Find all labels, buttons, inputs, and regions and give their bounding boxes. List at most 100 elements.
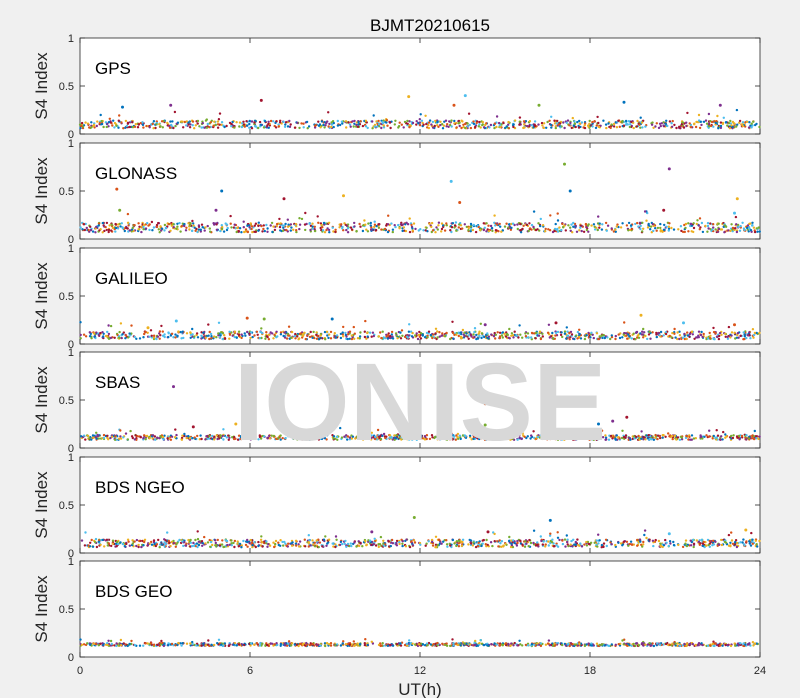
scatter-point bbox=[401, 223, 404, 226]
scatter-point bbox=[374, 228, 378, 232]
scatter-point bbox=[559, 333, 563, 337]
scatter-point bbox=[754, 539, 757, 542]
scatter-point bbox=[505, 222, 508, 225]
scatter-point bbox=[205, 118, 208, 121]
scatter-point bbox=[368, 437, 371, 440]
scatter-point bbox=[298, 545, 301, 548]
scatter-point bbox=[361, 124, 365, 128]
scatter-point bbox=[540, 539, 543, 543]
scatter-point bbox=[246, 540, 249, 544]
scatter-point bbox=[254, 545, 257, 549]
scatter-point bbox=[379, 331, 382, 334]
scatter-point bbox=[105, 221, 109, 225]
scatter-point bbox=[123, 229, 127, 233]
scatter-point bbox=[643, 533, 646, 537]
scatter-point bbox=[192, 222, 195, 225]
scatter-point bbox=[169, 544, 172, 548]
scatter-point bbox=[122, 127, 125, 130]
scatter-point bbox=[621, 121, 624, 124]
scatter-point bbox=[341, 331, 344, 334]
scatter-point bbox=[566, 334, 570, 337]
scatter-point bbox=[726, 337, 730, 340]
scatter-point bbox=[466, 125, 470, 128]
scatter-point bbox=[385, 224, 388, 227]
scatter-point bbox=[692, 545, 695, 549]
scatter-point bbox=[187, 538, 190, 542]
scatter-point bbox=[745, 226, 749, 230]
y-tick-label: 0 bbox=[68, 129, 74, 141]
scatter-point bbox=[236, 542, 239, 545]
scatter-point bbox=[191, 335, 194, 338]
scatter-point bbox=[402, 226, 406, 229]
scatter-point bbox=[214, 541, 217, 545]
scatter-point bbox=[79, 126, 82, 130]
scatter-point bbox=[395, 434, 398, 437]
scatter-point bbox=[554, 334, 557, 337]
scatter-point bbox=[700, 221, 704, 225]
scatter-point bbox=[727, 229, 730, 232]
scatter-point bbox=[355, 230, 358, 233]
scatter-point bbox=[221, 332, 225, 335]
scatter-point bbox=[746, 334, 750, 337]
scatter-point bbox=[370, 543, 373, 546]
scatter-point bbox=[121, 227, 125, 230]
scatter-point bbox=[172, 126, 175, 130]
scatter-point bbox=[591, 120, 594, 124]
scatter-point bbox=[496, 331, 499, 334]
scatter-point bbox=[157, 228, 160, 231]
scatter-point bbox=[711, 544, 714, 547]
scatter-point bbox=[240, 333, 243, 336]
scatter-point bbox=[408, 123, 411, 127]
scatter-point bbox=[131, 226, 134, 230]
scatter-point bbox=[223, 125, 226, 129]
scatter-point bbox=[650, 438, 654, 441]
scatter-series bbox=[79, 638, 759, 648]
scatter-point bbox=[313, 126, 317, 129]
scatter-point bbox=[687, 230, 690, 233]
scatter-point bbox=[681, 121, 685, 124]
scatter-point bbox=[487, 337, 490, 340]
scatter-point bbox=[529, 437, 532, 440]
scatter-point bbox=[617, 541, 620, 544]
scatter-point bbox=[244, 230, 247, 233]
scatter-point bbox=[260, 327, 263, 330]
scatter-point bbox=[664, 435, 667, 438]
scatter-point bbox=[508, 535, 511, 539]
scatter-point bbox=[401, 544, 404, 548]
scatter-spike-point bbox=[174, 319, 178, 323]
scatter-point bbox=[384, 337, 387, 340]
scatter-point bbox=[498, 336, 502, 340]
scatter-spike-point bbox=[625, 415, 629, 419]
scatter-point bbox=[565, 121, 568, 125]
scatter-point bbox=[602, 119, 605, 122]
scatter-point bbox=[571, 434, 574, 438]
scatter-point bbox=[460, 126, 463, 130]
scatter-point bbox=[582, 230, 586, 233]
scatter-point bbox=[742, 538, 745, 541]
scatter-point bbox=[738, 119, 742, 123]
scatter-point bbox=[659, 124, 662, 128]
scatter-point bbox=[513, 330, 516, 333]
scatter-point bbox=[291, 436, 295, 439]
scatter-point bbox=[321, 229, 325, 232]
scatter-point bbox=[750, 126, 753, 129]
scatter-point bbox=[345, 228, 348, 232]
y-tick-label: 0.5 bbox=[59, 395, 74, 407]
scatter-point bbox=[298, 227, 301, 231]
scatter-point bbox=[246, 538, 249, 542]
scatter-point bbox=[352, 125, 355, 128]
scatter-point bbox=[93, 332, 96, 335]
scatter-point bbox=[441, 332, 444, 335]
scatter-point bbox=[418, 335, 421, 338]
scatter-point bbox=[86, 122, 90, 125]
scatter-point bbox=[665, 541, 668, 544]
scatter-point bbox=[469, 230, 472, 233]
scatter-point bbox=[718, 334, 721, 338]
scatter-point bbox=[467, 226, 470, 230]
scatter-point bbox=[414, 334, 417, 337]
scatter-point bbox=[151, 437, 154, 440]
scatter-point bbox=[196, 545, 199, 549]
scatter-point bbox=[455, 126, 458, 129]
scatter-point bbox=[574, 224, 577, 228]
scatter-point bbox=[428, 437, 432, 441]
